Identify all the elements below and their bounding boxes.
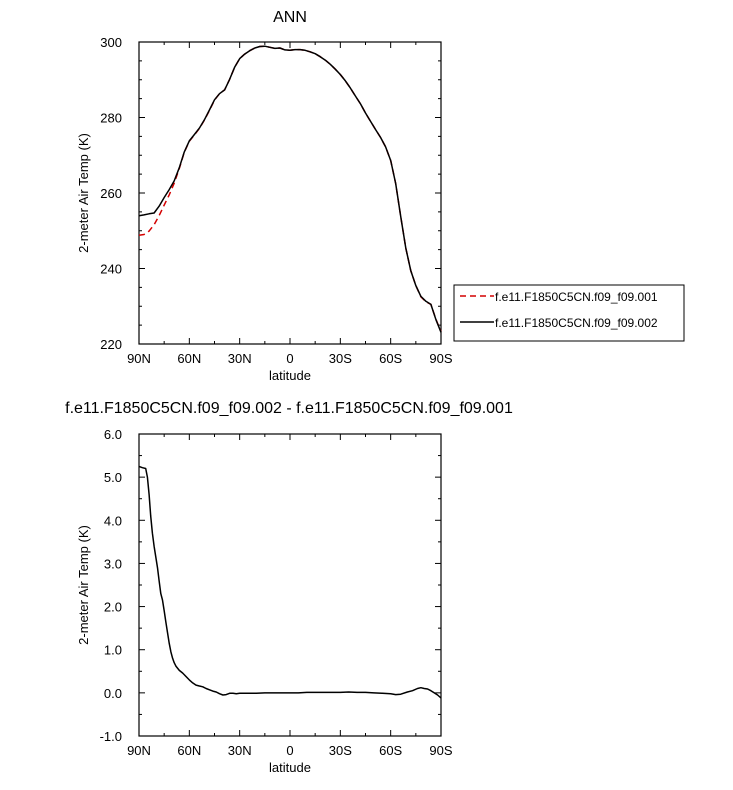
panel1-x-tick-label: 90S [429, 351, 452, 366]
panel1-y-tick-label: 220 [100, 337, 122, 352]
panel2-series-line-1 [138, 465, 442, 699]
legend-label-2: f.e11.F1850C5CN.f09_f09.002 [495, 316, 658, 330]
panel2-y-tick-label: -1.0 [100, 729, 122, 744]
panel2-x-tick-label: 60S [379, 743, 402, 758]
panel1-x-tick-label: 30S [329, 351, 352, 366]
panel2-x-tick-label: 60N [177, 743, 201, 758]
panel2-y-tick-label: 1.0 [104, 643, 122, 658]
panel1-x-axis-label: latitude [269, 368, 311, 383]
panel1-y-tick-label: 280 [100, 111, 122, 126]
panel2-y-axis-label: 2-meter Air Temp (K) [76, 525, 91, 645]
panel1-series-line-1 [138, 45, 442, 332]
panel2-y-tick-label: 2.0 [104, 600, 122, 615]
panel2-y-tick-label: 6.0 [104, 427, 122, 442]
panel1-series-line-2 [138, 45, 442, 333]
panel1-x-tick-label: 90N [127, 351, 151, 366]
panel1-x-tick-label: 0 [286, 351, 293, 366]
panel2-plot-frame [138, 433, 442, 737]
panel2-x-tick-label: 30N [228, 743, 252, 758]
panel2-y-tick-label: 5.0 [104, 470, 122, 485]
panel2-x-tick-label: 30S [329, 743, 352, 758]
panel2-y-tick-label: 3.0 [104, 556, 122, 571]
panel2-y-tick-label: 0.0 [104, 686, 122, 701]
panel2-title: f.e11.F1850C5CN.f09_f09.002 - f.e11.F185… [65, 400, 513, 417]
panel1-y-tick-label: 300 [100, 35, 122, 50]
panel1-plot-frame [138, 41, 442, 345]
panel2-x-axis-label: latitude [269, 760, 311, 775]
panel1-y-axis-label: 2-meter Air Temp (K) [76, 133, 91, 253]
panel1-title: ANN [273, 9, 307, 26]
panel1-y-tick-label: 240 [100, 262, 122, 277]
panel1-x-tick-label: 60S [379, 351, 402, 366]
panel2-y-tick-label: 4.0 [104, 513, 122, 528]
legend-box [453, 284, 685, 342]
panel2-x-tick-label: 0 [286, 743, 293, 758]
panel1-y-tick-label: 260 [100, 186, 122, 201]
panel1-x-tick-label: 60N [177, 351, 201, 366]
panel2-x-tick-label: 90N [127, 743, 151, 758]
panel1-x-tick-label: 30N [228, 351, 252, 366]
legend-label-1: f.e11.F1850C5CN.f09_f09.001 [495, 290, 658, 304]
panel2-x-tick-label: 90S [429, 743, 452, 758]
